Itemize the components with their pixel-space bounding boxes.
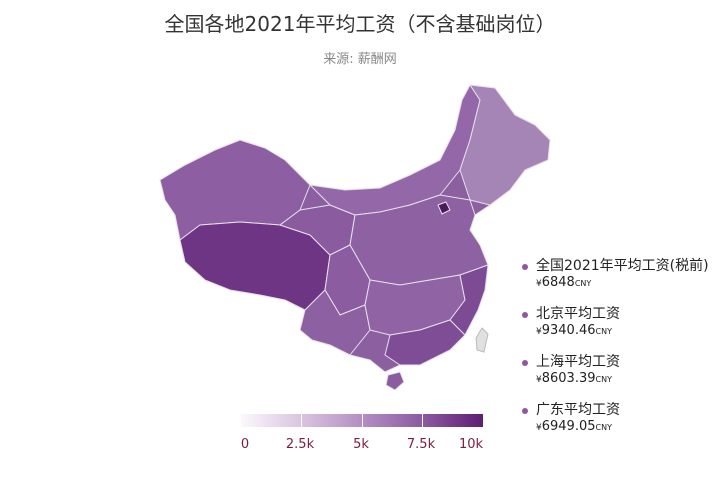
color-scale-bar[interactable]	[241, 414, 483, 427]
chart-subtitle: 来源: 薪酬网	[323, 52, 397, 67]
scale-tick: 7.5k	[406, 437, 436, 452]
legend-value: ¥8603.39CNY	[536, 371, 612, 386]
region-taiwan[interactable]	[475, 327, 489, 353]
legend-item-guangdong: 广东平均工资 ¥6949.05CNY	[522, 402, 709, 436]
scale-tick: 10k	[458, 437, 484, 452]
bullet-icon	[522, 264, 528, 270]
legend-value: ¥9340.46CNY	[536, 323, 612, 338]
legend-label: 北京平均工资	[536, 306, 620, 322]
legend-item-national: 全国2021年平均工资(税前) ¥6848CNY	[522, 258, 709, 292]
legend-label: 广东平均工资	[536, 402, 620, 418]
legend-label: 上海平均工资	[536, 354, 620, 370]
region-tibet[interactable]	[179, 221, 331, 311]
region-yunnan[interactable]	[299, 289, 371, 356]
legend-value: ¥6848CNY	[536, 275, 592, 290]
summary-legend: 全国2021年平均工资(税前) ¥6848CNY 北京平均工资 ¥9340.46…	[522, 258, 709, 450]
chart-title: 全国各地2021年平均工资（不含基础岗位）	[164, 12, 556, 36]
bullet-icon	[522, 312, 528, 318]
bullet-icon	[522, 408, 528, 414]
scale-divider	[362, 414, 363, 427]
scale-divider	[422, 414, 423, 427]
region-beijing[interactable]	[437, 201, 451, 215]
legend-item-shanghai: 上海平均工资 ¥8603.39CNY	[522, 354, 709, 388]
region-northeast[interactable]	[459, 84, 551, 206]
scale-divider	[301, 414, 302, 427]
region-guangdong[interactable]	[384, 319, 466, 366]
legend-value: ¥6949.05CNY	[536, 419, 612, 434]
scale-tick: 5k	[353, 437, 369, 452]
region-zhejiang-shanghai[interactable]	[449, 264, 489, 336]
legend-item-beijing: 北京平均工资 ¥9340.46CNY	[522, 306, 709, 340]
scale-tick: 0	[240, 437, 250, 452]
bullet-icon	[522, 360, 528, 366]
region-hainan[interactable]	[385, 371, 405, 391]
scale-tick: 2.5k	[285, 437, 315, 452]
legend-label: 全国2021年平均工资(税前)	[536, 258, 709, 274]
